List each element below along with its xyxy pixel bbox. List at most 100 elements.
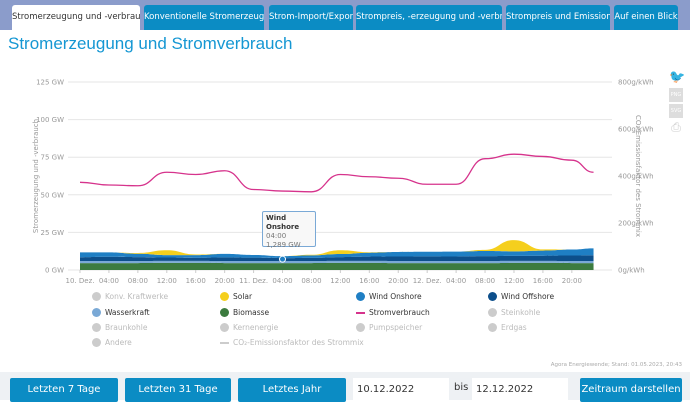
x-tick-label: 10. Dez. [66, 277, 95, 285]
legend-dot-icon [92, 308, 101, 317]
x-tick-label: 20:00 [388, 277, 408, 285]
legend-dot-icon [92, 338, 101, 347]
y-tick-label: 50 GW [41, 191, 65, 199]
x-tick-label: 12:00 [157, 277, 177, 285]
legend-label: Solar [233, 292, 253, 301]
legend-item-andere[interactable]: Andere [92, 338, 132, 347]
line-stromverbrauch [79, 153, 594, 193]
hover-marker [279, 255, 287, 263]
legend-label: Wasserkraft [105, 308, 150, 317]
legend-item-wasserkraft[interactable]: Wasserkraft [92, 308, 150, 317]
legend-item-braunkohle[interactable]: Braunkohle [92, 323, 147, 332]
legend-label: Andere [105, 338, 132, 347]
y-right-tick-label: 400g/kWh [618, 173, 654, 181]
y-axis-right-label: CO₂-Emissionsfaktor des Strommix [634, 115, 642, 237]
legend-label: Biomasse [233, 308, 270, 317]
y-right-tick-label: 800g/kWh [618, 79, 654, 87]
legend-dot-icon [488, 292, 497, 301]
x-tick-label: 12:00 [330, 277, 350, 285]
tab-strompreis-erzeugung[interactable]: Strompreis, -erzeugung und -verbrauch [356, 5, 502, 30]
x-tick-label: 11. Dez. [239, 277, 268, 285]
y-axis-label: Stromerzeugung und -verbrauch [32, 119, 40, 233]
credit-text: Agora Energiewende; Stand: 01.05.2023, 2… [550, 362, 682, 368]
legend-dot-icon [220, 323, 229, 332]
legend-item-steinkohle[interactable]: Steinkohle [488, 308, 540, 317]
y-tick-label: 75 GW [41, 154, 65, 162]
tab-konventionelle[interactable]: Konventionelle Stromerzeugung [144, 5, 264, 30]
legend-item-co-emissionsfaktor-des-strommix[interactable]: CO₂-Emissionsfaktor des Strommix [220, 338, 364, 347]
tooltip-time: 04:00 [266, 232, 287, 240]
page-title: Stromerzeugung und Stromverbrauch [8, 34, 293, 53]
legend-label: Erdgas [501, 323, 527, 332]
legend-item-pumpspeicher[interactable]: Pumpspeicher [356, 323, 422, 332]
tooltip: Wind Onshore 04:00 1,289 GW [262, 211, 316, 249]
legend-item-erdgas[interactable]: Erdgas [488, 323, 527, 332]
tooltip-value: 1,289 GW [266, 241, 301, 249]
y-tick-label: 25 GW [41, 229, 65, 237]
y-tick-label: 100 GW [36, 116, 64, 124]
legend-item-wind-onshore[interactable]: Wind Onshore [356, 292, 422, 301]
legend-item-kernenergie[interactable]: Kernenergie [220, 323, 278, 332]
x-tick-label: 04:00 [446, 277, 466, 285]
x-tick-label: 04:00 [99, 277, 119, 285]
legend-item-solar[interactable]: Solar [220, 292, 252, 301]
tab-auf-einen-blick[interactable]: Auf einen Blick [614, 5, 678, 30]
legend-dot-icon [92, 323, 101, 332]
png-export-icon[interactable]: PNG [669, 88, 683, 102]
legend-item-konv-kraftwerke[interactable]: Konv. Kraftwerke [92, 292, 168, 301]
legend-dot-icon [356, 323, 365, 332]
date-to-input[interactable]: 12.12.2022 [472, 378, 568, 402]
x-tick-label: 16:00 [359, 277, 379, 285]
tab-import-export[interactable]: Strom-Import/Export [269, 5, 353, 30]
legend-label: Stromverbrauch [369, 308, 430, 317]
x-tick-label: 12:00 [504, 277, 524, 285]
legend-item-stromverbrauch[interactable]: Stromverbrauch [356, 308, 430, 317]
x-tick-label: 08:00 [128, 277, 148, 285]
legend-label: Wind Offshore [501, 292, 555, 301]
legend-item-biomasse[interactable]: Biomasse [220, 308, 269, 317]
legend-label: Braunkohle [105, 323, 148, 332]
legend-dot-icon [356, 292, 365, 301]
legend-label: CO₂-Emissionsfaktor des Strommix [233, 338, 364, 347]
x-tick-label: 04:00 [272, 277, 292, 285]
last-31-days-button[interactable]: Letzten 31 Tage [125, 378, 231, 402]
legend-dot-icon [220, 308, 229, 317]
show-period-button[interactable]: Zeitraum darstellen [580, 378, 682, 402]
tab-stromerzeugung[interactable]: Stromerzeugung und -verbrauch [12, 5, 140, 30]
print-icon[interactable]: ⎙ [671, 120, 681, 134]
legend-line-icon [356, 311, 365, 314]
chart: 0 GW 25 GW 50 GW 75 GW 100 GW 125 GW 0g/kWh 200… [32, 79, 654, 286]
legend-label: Kernenergie [233, 323, 279, 332]
area-wasserkraft [80, 260, 594, 264]
x-tick-label: 08:00 [301, 277, 321, 285]
x-tick-label: 20:00 [562, 277, 582, 285]
svg-export-icon[interactable]: SVG [669, 104, 683, 118]
area-solar [80, 240, 594, 257]
y-right-tick-label: 0g/kWh [618, 267, 645, 275]
legend-label: Konv. Kraftwerke [105, 292, 169, 301]
twitter-icon[interactable]: 🐦 [669, 70, 686, 85]
date-from-input[interactable]: 10.12.2022 [353, 378, 449, 402]
legend-dot-icon [220, 292, 229, 301]
y-right-tick-label: 200g/kWh [618, 220, 654, 228]
x-tick-label: 20:00 [215, 277, 235, 285]
legend-label: Wind Onshore [369, 292, 422, 301]
y-tick-label: 0 GW [45, 267, 64, 275]
last-year-button[interactable]: Letztes Jahr [238, 378, 346, 402]
area-wind-onshore [80, 248, 594, 259]
bis-label: bis [454, 382, 469, 393]
x-tick-label: 08:00 [475, 277, 495, 285]
legend-item-wind-offshore[interactable]: Wind Offshore [488, 292, 554, 301]
x-tick-label: 16:00 [186, 277, 206, 285]
tab-strompreis-emissionen[interactable]: Strompreis und Emissionen [506, 5, 610, 30]
legend-label: Pumpspeicher [369, 323, 423, 332]
legend-dot-icon [92, 292, 101, 301]
area-wind-offshore [80, 255, 594, 261]
legend-label: Steinkohle [501, 308, 541, 317]
last-7-days-button[interactable]: Letzten 7 Tage [10, 378, 118, 402]
y-right-tick-label: 600g/kWh [618, 126, 654, 134]
legend-dot-icon [488, 323, 497, 332]
x-tick-label: 12. Dez. [413, 277, 442, 285]
x-tick-label: 16:00 [533, 277, 553, 285]
area-biomasse [80, 262, 594, 270]
